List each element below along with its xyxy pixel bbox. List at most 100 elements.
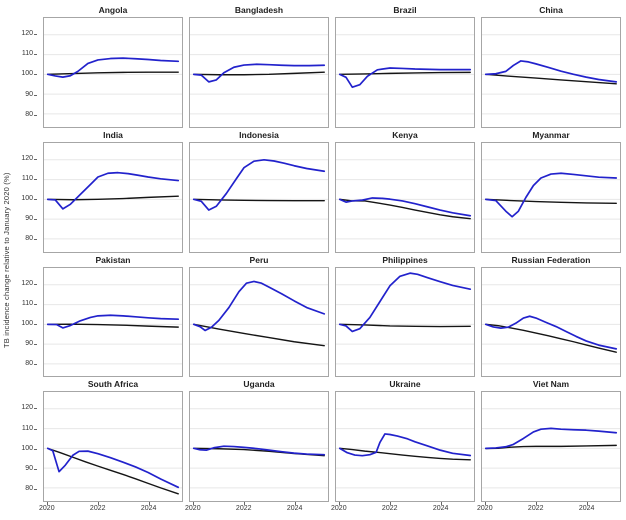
disruption-series-line (48, 449, 178, 488)
x-tick-mark (586, 502, 588, 505)
facet-title: China (539, 5, 563, 15)
facet-title: Bangladesh (234, 5, 284, 15)
y-tick-label: 110 (21, 299, 33, 307)
y-tick-mark (34, 239, 37, 241)
x-tick-label: 2024 (286, 505, 303, 512)
facet-russian-federation: Russian Federation (481, 253, 621, 378)
facet-indonesia: Indonesia (189, 128, 329, 253)
y-tick-label: 90 (25, 464, 33, 472)
facet-philippines: Philippines (335, 253, 475, 378)
facet-grid: 80 90 100 110 120 Angola Bangladesh Brazil China… (13, 3, 621, 517)
x-tick-label: 2020 (477, 505, 493, 512)
y-axis-label: TB incidence change relative to January … (2, 172, 11, 348)
plot-panel (189, 266, 329, 378)
y-tick-mark (34, 364, 37, 366)
facet-title: Uganda (243, 379, 275, 390)
disruption-series-line (48, 315, 178, 328)
baseline-series-line (194, 199, 324, 200)
baseline-series-line (486, 74, 616, 83)
y-tick-mark (34, 54, 37, 56)
plot-panel (189, 391, 329, 502)
baseline-series-line (194, 324, 324, 345)
disruption-series-line (486, 429, 616, 449)
plot-svg (336, 18, 474, 127)
disruption-series-line (48, 172, 178, 208)
x-tick-mark (338, 502, 340, 505)
facet-title: Brazil (393, 5, 417, 15)
baseline-series-line (194, 72, 324, 75)
y-axis-ticks: 80 90 100 110 120 (13, 128, 37, 253)
facet-title: Myanmar (532, 129, 570, 140)
plot-svg (44, 392, 182, 501)
disruption-series-line (194, 160, 324, 210)
plot-svg (482, 268, 620, 377)
x-tick-mark (97, 502, 99, 505)
x-tick-mark (484, 502, 486, 505)
y-tick-mark (34, 303, 37, 305)
plot-svg (336, 143, 474, 252)
y-tick-mark (34, 158, 37, 160)
x-tick-label: 2024 (140, 505, 157, 512)
x-tick-mark (243, 502, 245, 505)
y-tick-label: 100 (21, 444, 33, 452)
x-axis-ticks: 2020 2022 2024 (477, 502, 621, 517)
plot-panel (335, 391, 475, 502)
y-tick-mark (34, 344, 37, 346)
baseline-series-line (48, 196, 178, 200)
y-tick-mark (34, 408, 37, 410)
y-tick-label: 100 (21, 319, 33, 327)
x-tick-label: 2020 (185, 505, 201, 512)
y-tick-mark (34, 283, 37, 285)
baseline-series-line (340, 72, 470, 74)
facet-pakistan: Pakistan (43, 253, 183, 378)
plot-svg (44, 268, 182, 377)
facet-title: Angola (98, 5, 128, 15)
y-tick-mark (34, 74, 37, 76)
plot-svg (44, 18, 182, 127)
disruption-series-line (340, 68, 470, 87)
plot-panel (189, 17, 329, 128)
x-tick-mark (148, 502, 150, 505)
y-tick-label: 80 (25, 235, 33, 243)
y-tick-mark (34, 428, 37, 430)
x-tick-label: 2022 (235, 505, 252, 512)
y-tick-label: 90 (25, 90, 33, 98)
plot-panel (43, 391, 183, 502)
disruption-series-line (194, 64, 324, 82)
facet-title: Ukraine (389, 379, 421, 390)
facet-title: Russian Federation (511, 254, 591, 265)
plot-panel (481, 17, 621, 128)
y-tick-label: 90 (25, 215, 33, 223)
plot-panel (481, 141, 621, 253)
disruption-series-line (194, 446, 324, 455)
y-tick-label: 110 (21, 50, 33, 58)
y-tick-mark (34, 34, 37, 36)
facet-bangladesh: Bangladesh (189, 3, 329, 128)
x-tick-label: 2020 (331, 505, 347, 512)
y-axis-ticks: 80 90 100 110 120 (13, 253, 37, 378)
plot-svg (190, 392, 328, 501)
facet-myanmar: Myanmar (481, 128, 621, 253)
x-tick-label: 2022 (527, 505, 544, 512)
facet-title: India (103, 129, 123, 140)
disruption-series-line (340, 273, 470, 331)
facet-uganda: Uganda (189, 377, 329, 502)
baseline-series-line (340, 324, 470, 326)
facet-south-africa: South Africa (43, 377, 183, 502)
facet-title: Kenya (392, 129, 418, 140)
y-tick-mark (34, 179, 37, 180)
plot-panel (481, 391, 621, 502)
baseline-series-line (48, 72, 178, 74)
plot-svg (44, 143, 182, 252)
facet-ukraine: Ukraine (335, 377, 475, 502)
facet-title: Pakistan (95, 254, 131, 265)
plot-svg (336, 268, 474, 377)
x-tick-mark (389, 502, 391, 505)
x-tick-mark (294, 502, 296, 505)
facet-kenya: Kenya (335, 128, 475, 253)
facet-india: India (43, 128, 183, 253)
plot-panel (481, 266, 621, 378)
y-tick-mark (34, 323, 37, 325)
facet-brazil: Brazil (335, 3, 475, 128)
